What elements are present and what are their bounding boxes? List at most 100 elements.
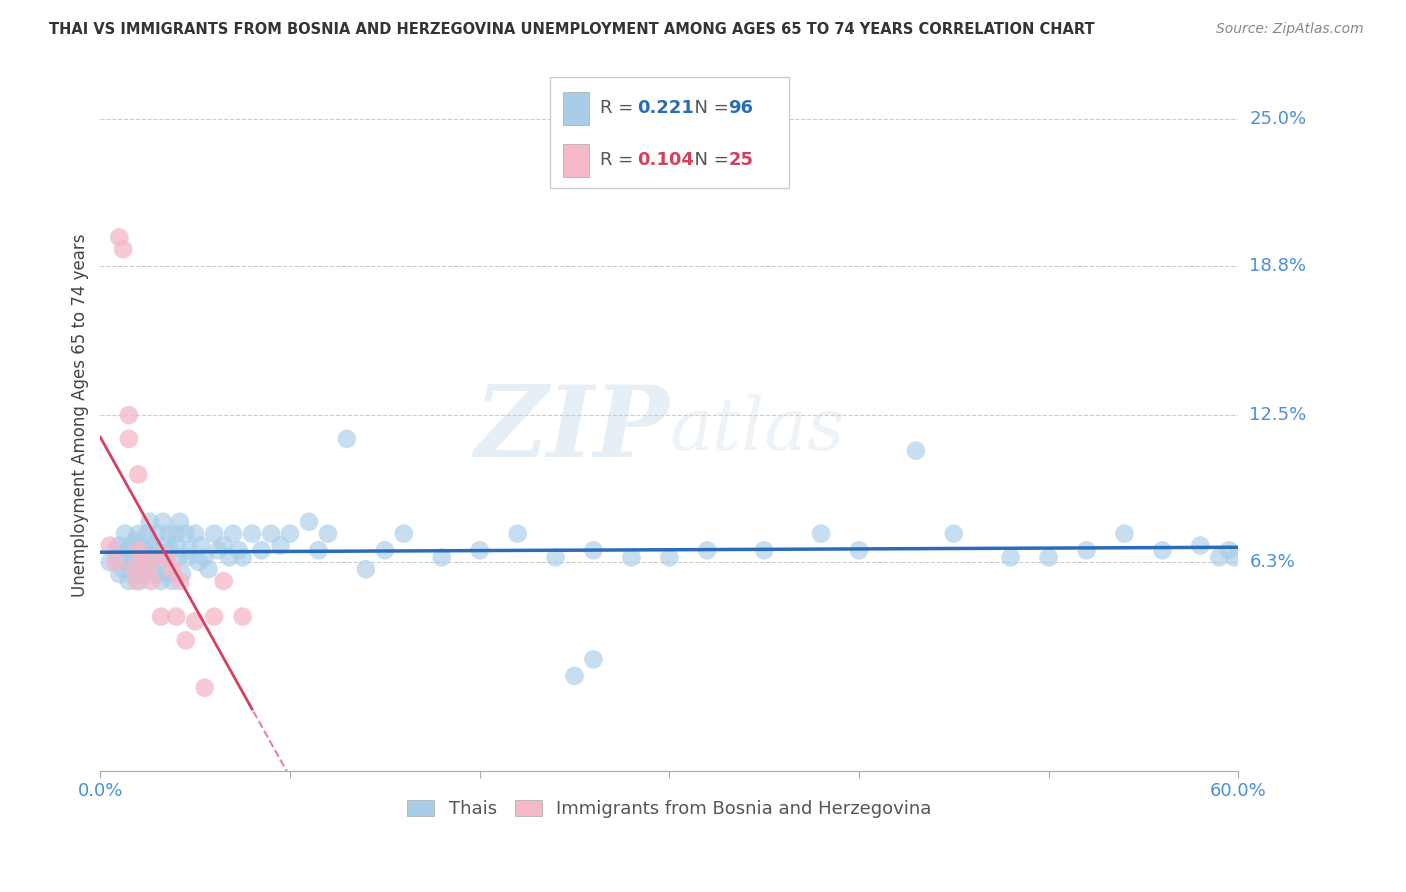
Point <box>194 681 217 695</box>
FancyBboxPatch shape <box>564 92 589 125</box>
Point <box>108 550 131 565</box>
Point <box>232 550 254 565</box>
Point <box>136 562 159 576</box>
Text: R =: R = <box>600 151 638 169</box>
Point <box>1152 543 1174 558</box>
Point <box>1076 543 1098 558</box>
Text: 6.3%: 6.3% <box>1250 553 1295 571</box>
Point <box>1114 526 1136 541</box>
Point <box>222 526 245 541</box>
Point <box>174 526 197 541</box>
Point <box>150 574 173 588</box>
Point <box>127 526 149 541</box>
Point <box>165 526 187 541</box>
Point <box>278 526 301 541</box>
Text: N =: N = <box>683 151 734 169</box>
Text: atlas: atlas <box>669 394 845 465</box>
Point <box>136 562 159 576</box>
Legend: Thais, Immigrants from Bosnia and Herzegovina: Thais, Immigrants from Bosnia and Herzeg… <box>399 793 939 826</box>
Text: 18.8%: 18.8% <box>1250 257 1306 275</box>
Point <box>127 543 149 558</box>
Point <box>124 533 146 548</box>
Point <box>162 574 184 588</box>
Point <box>212 539 235 553</box>
Point <box>112 242 135 256</box>
Point <box>156 550 179 565</box>
Point <box>270 539 292 553</box>
Point <box>138 515 160 529</box>
Point <box>135 543 157 558</box>
Point <box>544 550 567 565</box>
Point <box>129 574 152 588</box>
Text: R =: R = <box>600 99 638 117</box>
Point <box>159 543 181 558</box>
Point <box>125 562 148 576</box>
Point <box>582 543 605 558</box>
Point <box>179 543 201 558</box>
FancyBboxPatch shape <box>564 144 589 177</box>
Point <box>104 543 127 558</box>
Point <box>118 574 141 588</box>
Point <box>125 574 148 588</box>
Point <box>162 562 184 576</box>
Point <box>169 515 191 529</box>
Point <box>250 543 273 558</box>
Point <box>316 526 339 541</box>
Point <box>202 526 225 541</box>
Point <box>131 566 153 581</box>
Point <box>156 566 179 581</box>
Point <box>260 526 283 541</box>
Point <box>176 550 198 565</box>
Point <box>232 609 254 624</box>
Point <box>152 515 174 529</box>
Point <box>146 550 169 565</box>
Text: N =: N = <box>683 99 734 117</box>
Point <box>506 526 529 541</box>
Point <box>165 539 187 553</box>
Point <box>184 526 207 541</box>
Point <box>136 526 159 541</box>
Point <box>564 669 586 683</box>
Point <box>696 543 718 558</box>
Point <box>752 543 775 558</box>
Point <box>127 543 149 558</box>
Text: 25.0%: 25.0% <box>1250 110 1306 128</box>
Point <box>118 408 141 422</box>
Point <box>124 566 146 581</box>
Point <box>1208 550 1230 565</box>
Point <box>197 562 219 576</box>
Text: 0.104: 0.104 <box>637 151 695 169</box>
Point <box>1223 550 1246 565</box>
Point <box>374 543 396 558</box>
Point <box>153 539 176 553</box>
Point <box>202 609 225 624</box>
Text: Source: ZipAtlas.com: Source: ZipAtlas.com <box>1216 22 1364 37</box>
Point <box>141 539 163 553</box>
Point <box>468 543 491 558</box>
Point <box>108 566 131 581</box>
Point <box>146 543 169 558</box>
Point <box>167 550 190 565</box>
Point <box>127 555 149 569</box>
Point <box>148 555 170 569</box>
Point <box>212 574 235 588</box>
Point <box>430 550 453 565</box>
Point <box>165 609 187 624</box>
Point <box>228 543 250 558</box>
Text: 25: 25 <box>728 151 754 169</box>
Text: 96: 96 <box>728 99 754 117</box>
Point <box>132 550 155 565</box>
Point <box>810 526 832 541</box>
Point <box>118 543 141 558</box>
Point <box>942 526 965 541</box>
Point <box>188 555 211 569</box>
Point <box>1189 539 1212 553</box>
Point <box>120 539 142 553</box>
Point <box>118 555 141 569</box>
Point <box>298 515 321 529</box>
Point <box>112 562 135 576</box>
Point <box>150 609 173 624</box>
Point <box>118 432 141 446</box>
Point <box>141 574 163 588</box>
Point <box>1038 550 1060 565</box>
